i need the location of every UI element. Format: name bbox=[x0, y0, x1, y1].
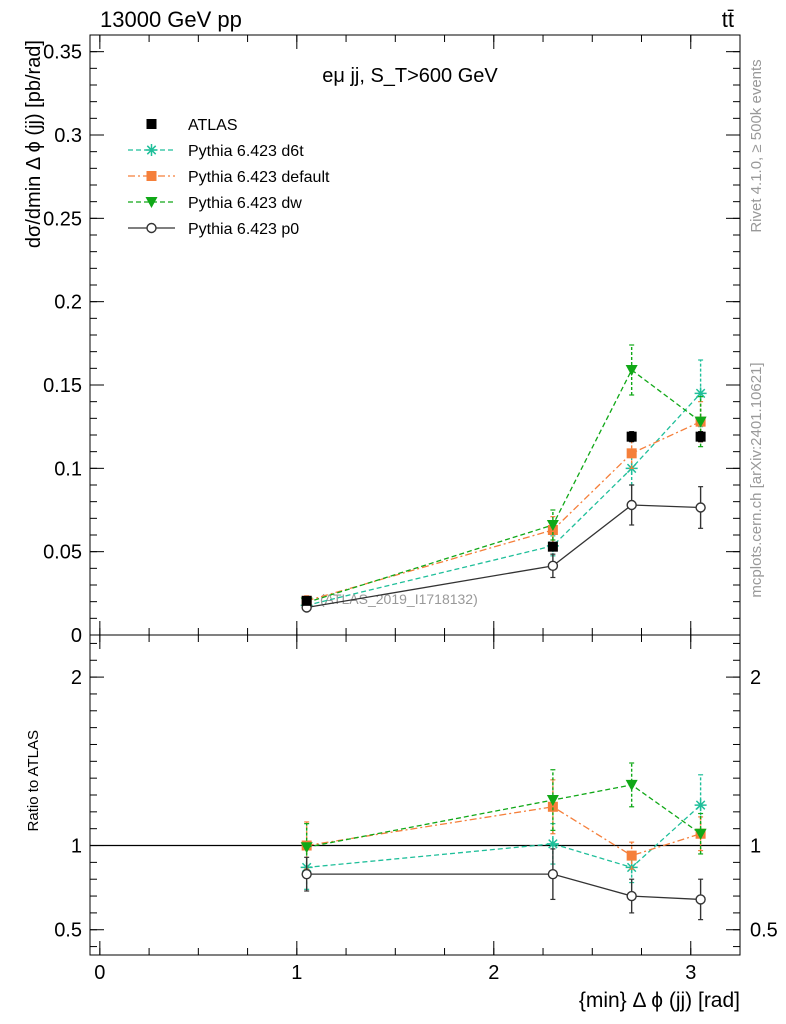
ratio-tick-label-right: 2 bbox=[750, 667, 761, 689]
series-3-line bbox=[306, 504, 701, 609]
ratio-tick-label-right: 1 bbox=[750, 836, 761, 858]
series-2-point bbox=[625, 365, 638, 376]
series-2-ratio-line bbox=[306, 784, 701, 848]
atlas-point bbox=[626, 431, 637, 442]
series-2-point bbox=[694, 416, 707, 428]
series-3-point bbox=[626, 499, 637, 511]
series-0-ratio-line bbox=[306, 804, 702, 869]
axis-ticks: 0 1 2 3 0 0.05 0.1 0.15 0.2 0.25 0.3 0.35 0.5 0.5 1 1 2 2 bbox=[43, 35, 778, 984]
series-0-ratio-point bbox=[694, 799, 707, 812]
x-tick-label: 0 bbox=[94, 962, 105, 984]
y-tick-label: 0.05 bbox=[43, 542, 82, 564]
legend-label-2: Pythia 6.423 dw bbox=[188, 195, 302, 212]
ratio-tick-label: 2 bbox=[71, 667, 82, 689]
series-3-point bbox=[695, 502, 706, 513]
legend-marker-3 bbox=[146, 222, 157, 234]
side-label-mcplots: mcplots.cern.ch [arXiv:2401.10621] bbox=[748, 362, 765, 597]
ratio-y-axis-label: Ratio to ATLAS bbox=[25, 730, 42, 831]
side-label-rivet: Rivet 4.1.0, ≥ 500k events bbox=[748, 59, 765, 232]
y-tick-label: 0.2 bbox=[54, 292, 82, 314]
ratio-tick-label: 1 bbox=[71, 836, 82, 858]
series-2-point bbox=[546, 520, 559, 531]
ratio-panel-frame bbox=[89, 634, 741, 956]
legend-label-1: Pythia 6.423 default bbox=[188, 169, 330, 186]
x-tick-label: 3 bbox=[685, 962, 696, 984]
y-tick-label: 0.3 bbox=[54, 125, 82, 147]
series-3-ratio-point bbox=[626, 890, 637, 902]
y-axis-label: dσ/dmin Δ ϕ (jj) [pb/rad] bbox=[23, 40, 45, 248]
atlas-point bbox=[547, 541, 558, 552]
atlas-point bbox=[301, 595, 312, 606]
legend-atlas-label: ATLAS bbox=[188, 117, 238, 134]
x-axis-label: {min} Δ ϕ (jj) [rad] bbox=[579, 989, 740, 1012]
legend-atlas-marker bbox=[146, 119, 157, 129]
ratio-tick-label: 0.5 bbox=[54, 920, 82, 942]
plot-title: eμ jj, S_T>600 GeV bbox=[322, 65, 498, 87]
series-3-point bbox=[547, 560, 559, 572]
header-right: tt̄ bbox=[722, 7, 734, 32]
series-3-ratio-line bbox=[306, 873, 701, 901]
series-0-ratio-point bbox=[546, 837, 559, 850]
legend-marker-0 bbox=[145, 144, 158, 156]
legend: ATLAS Pythia 6.423 d6t Pythia 6.423 defaul… bbox=[128, 117, 330, 238]
series-2-ratio-point bbox=[694, 828, 707, 840]
header-left: 13000 GeV pp bbox=[100, 7, 242, 32]
y-tick-label: 0.35 bbox=[43, 42, 82, 64]
series-2-line bbox=[306, 369, 701, 604]
series-1-ratio-line bbox=[306, 806, 701, 857]
series-3-ratio-point bbox=[547, 868, 559, 880]
y-tick-label: 0.1 bbox=[54, 458, 82, 480]
y-tick-label: 0 bbox=[71, 625, 82, 647]
series-layer bbox=[300, 344, 707, 921]
series-2-ratio-point bbox=[625, 779, 638, 791]
ratio-tick-label-right: 0.5 bbox=[750, 920, 778, 942]
y-tick-label: 0.15 bbox=[43, 375, 82, 397]
y-tick-label: 0.25 bbox=[43, 208, 82, 230]
legend-marker-1 bbox=[146, 171, 157, 181]
series-1-ratio-point bbox=[626, 850, 637, 861]
x-tick-label: 1 bbox=[291, 962, 302, 984]
series-3-ratio-point bbox=[301, 868, 312, 880]
legend-label-3: Pythia 6.423 p0 bbox=[188, 221, 299, 238]
series-0-point bbox=[694, 387, 707, 400]
legend-marker-2 bbox=[145, 197, 158, 208]
legend-label-0: Pythia 6.423 d6t bbox=[188, 143, 304, 160]
series-1-ratio-point bbox=[547, 801, 558, 812]
series-2-ratio-point bbox=[300, 842, 313, 854]
series-1-point bbox=[626, 448, 637, 459]
series-2-ratio-point bbox=[546, 795, 559, 807]
atlas-point bbox=[695, 431, 706, 442]
series-1-line bbox=[306, 421, 701, 602]
x-tick-label: 2 bbox=[488, 962, 499, 984]
series-0-line bbox=[306, 392, 702, 606]
series-3-ratio-point bbox=[695, 894, 706, 905]
analysis-watermark: (ATLAS_2019_I1718132) bbox=[320, 591, 478, 607]
